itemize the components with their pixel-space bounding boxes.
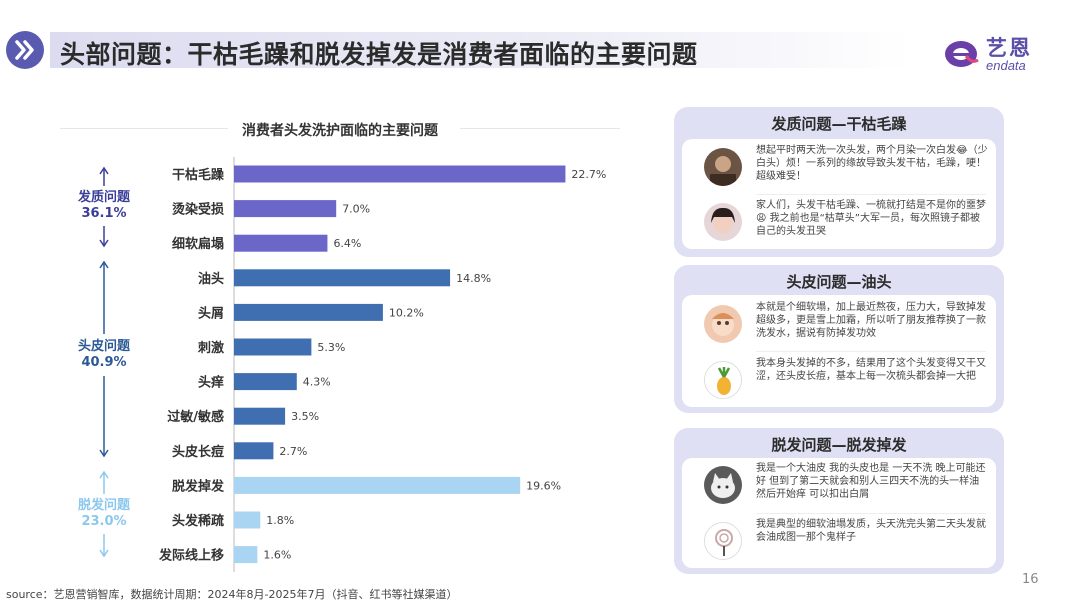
data-label: 10.2% xyxy=(389,306,424,319)
category-label: 烫染受损 xyxy=(172,202,224,218)
bar xyxy=(234,165,566,183)
arrow-down-icon xyxy=(99,239,109,248)
data-label: 7.0% xyxy=(342,203,370,216)
category-label: 刺激 xyxy=(198,340,225,356)
group-label-scalp: 头皮问题 40.9% xyxy=(62,339,146,371)
category-label: 头皮长痘 xyxy=(172,444,224,460)
group-total: 40.9% xyxy=(81,355,127,370)
pineapple-icon xyxy=(704,361,742,399)
group-total: 36.1% xyxy=(81,206,127,221)
data-label: 22.7% xyxy=(571,168,606,181)
quote-card: 想起平时两天洗一次头发，两个月染一次白发😂（少白头）烦！一系列的缘故导致头发干枯… xyxy=(682,139,996,249)
arrow-up-icon xyxy=(99,260,109,269)
panel-title: 头皮问题—油头 xyxy=(786,273,892,291)
bar xyxy=(234,476,521,494)
category-label: 细软扁塌 xyxy=(172,236,224,252)
panel-title: 发质问题—干枯毛躁 xyxy=(771,115,907,133)
title-banner xyxy=(50,32,910,68)
chart-title-rule xyxy=(60,126,620,131)
category-label: 头痒 xyxy=(198,375,224,391)
quote-card: 本就是个细软塌，加上最近熬夜，压力大，导致掉发超级多，更是雪上加霜，所以听了朋友… xyxy=(682,295,996,407)
category-label: 头发稀疏 xyxy=(172,513,224,529)
bar xyxy=(234,200,337,218)
quote-item: 我本身头发掉的不多，结果用了这个头发变得又干又涩，还头皮长痘，基本上每一次梳头都… xyxy=(682,355,996,405)
panel-scalp: 头皮问题—油头 本就是个细软塌，加上最近熬夜，压力大，导致掉发超级多，更是雪上加… xyxy=(674,265,1004,413)
divider xyxy=(756,513,986,514)
category-label: 过敏/敏感 xyxy=(167,409,224,425)
quote-item: 本就是个细软塌，加上最近熬夜，压力大，导致掉发超级多，更是雪上加霜，所以听了朋友… xyxy=(682,299,996,349)
divider xyxy=(756,194,986,195)
group-name: 脱发问题 xyxy=(77,498,130,513)
lollipop-icon xyxy=(704,522,742,560)
avatar xyxy=(704,305,742,343)
data-label: 3.5% xyxy=(291,410,319,423)
arrow-up-icon xyxy=(99,470,109,479)
quote-text: 本就是个细软塌，加上最近熬夜，压力大，导致掉发超级多，更是雪上加霜，所以听了朋友… xyxy=(756,302,986,339)
quote-text: 我本身头发掉的不多，结果用了这个头发变得又干又涩，还头皮长痘，基本上每一次梳头都… xyxy=(756,358,986,382)
bar xyxy=(234,338,312,356)
group-name: 发质问题 xyxy=(77,190,130,205)
endata-logo: 艺恩 endata xyxy=(938,30,1058,76)
logo-english-text: endata xyxy=(986,58,1026,73)
data-label: 19.6% xyxy=(526,479,561,492)
bar xyxy=(234,303,383,321)
data-label: 2.7% xyxy=(279,445,307,458)
data-label: 4.3% xyxy=(303,376,331,389)
quote-text: 家人们，头发干枯毛躁、一梳就打结是不是你的噩梦😩 我之前也是“枯草头”大军一员，… xyxy=(756,200,986,237)
page-title: 头部问题：干枯毛躁和脱发掉发是消费者面临的主要问题 xyxy=(60,40,698,69)
arrow-down-icon xyxy=(99,449,109,458)
data-label: 1.6% xyxy=(263,549,291,562)
panel-hair-loss: 脱发问题—脱发掉发 我是一个大油皮 我的头皮也是 一天不洗 晚上可能还好 但到了… xyxy=(674,428,1004,574)
data-label: 1.8% xyxy=(266,514,294,527)
group-label-hair-quality: 发质问题 36.1% xyxy=(62,190,146,222)
quote-text: 我是典型的细软油塌发质，头天洗完头第二天头发就会油成图一那个鬼样子 xyxy=(756,519,986,543)
logo-chinese-text: 艺恩 xyxy=(986,36,1032,60)
panel-title: 脱发问题—脱发掉发 xyxy=(771,436,907,454)
avatar xyxy=(704,203,742,241)
page-number: 16 xyxy=(1022,572,1039,587)
group-name: 头皮问题 xyxy=(77,339,130,354)
bar xyxy=(234,511,261,529)
divider xyxy=(756,351,986,352)
bar xyxy=(234,407,286,425)
arrow-down-icon xyxy=(99,549,109,558)
bar xyxy=(234,546,258,564)
category-label: 发际线上移 xyxy=(158,548,224,564)
category-label: 头屑 xyxy=(198,305,224,321)
arrow-up-icon xyxy=(99,166,109,175)
quote-card: 我是一个大油皮 我的头皮也是 一天不洗 晚上可能还好 但到了第二天就会和别人三四… xyxy=(682,458,996,568)
data-label: 14.8% xyxy=(456,272,491,285)
quote-text: 想起平时两天洗一次头发，两个月染一次白发😂（少白头）烦！一系列的缘故导致头发干枯… xyxy=(756,145,988,182)
category-label: 油头 xyxy=(198,271,224,287)
quote-item: 想起平时两天洗一次头发，两个月染一次白发😂（少白头）烦！一系列的缘故导致头发干枯… xyxy=(682,142,996,192)
quote-item: 家人们，头发干枯毛躁、一梳就打结是不是你的噩梦😩 我之前也是“枯草头”大军一员，… xyxy=(682,197,996,247)
bar-chart: 干枯毛躁 22.7% 烫染受损 7.0% 细软扁塌 6.4% 油头 14.8% 头屑 10.2% 刺… xyxy=(99,156,606,572)
quote-text: 我是一个大油皮 我的头皮也是 一天不洗 晚上可能还好 但到了第二天就会和别人三四… xyxy=(756,463,986,500)
category-label: 脱发掉发 xyxy=(172,478,225,494)
avatar xyxy=(704,148,742,186)
bar xyxy=(234,442,274,460)
quote-item: 我是典型的细软油塌发质，头天洗完头第二天头发就会油成图一那个鬼样子 xyxy=(682,516,996,566)
chart-title: 消费者头发洗护面临的主要问题 xyxy=(242,123,438,139)
endata-logo-mark xyxy=(945,41,979,67)
avatar xyxy=(704,466,742,504)
group-total: 23.0% xyxy=(81,514,127,529)
double-chevron-icon xyxy=(6,31,44,69)
panel-hair-quality: 发质问题—干枯毛躁 想起平时两天洗一次头发，两个月染一次白发😂（少白头）烦！一系… xyxy=(674,107,1004,257)
bar xyxy=(234,373,297,391)
bar xyxy=(234,269,451,287)
page-header: 头部问题：干枯毛躁和脱发掉发是消费者面临的主要问题 xyxy=(0,28,1080,74)
data-label: 6.4% xyxy=(333,237,361,250)
group-label-hair-loss: 脱发问题 23.0% xyxy=(62,498,146,530)
bar xyxy=(234,234,328,252)
quote-item: 我是一个大油皮 我的头皮也是 一天不洗 晚上可能还好 但到了第二天就会和别人三四… xyxy=(682,460,996,510)
category-label: 干枯毛躁 xyxy=(172,167,224,183)
data-label: 5.3% xyxy=(317,341,345,354)
source-note: source：艺恩营销智库，数据统计周期：2024年8月-2025年7月（抖音、… xyxy=(6,588,458,601)
